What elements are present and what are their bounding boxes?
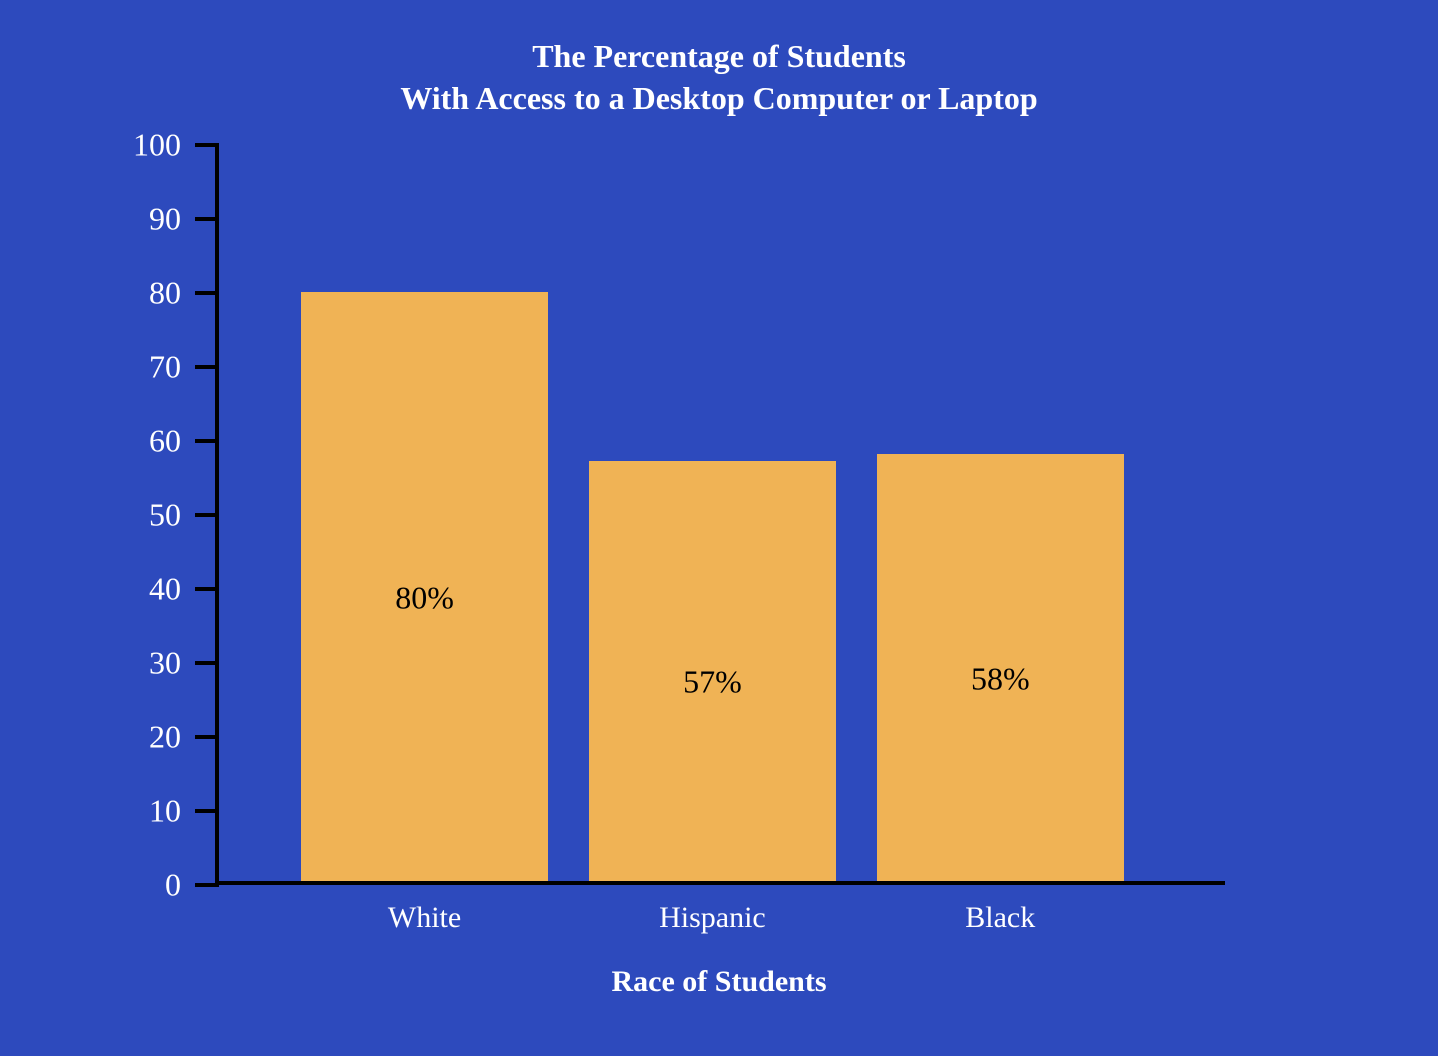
y-axis-label: 10 [149,793,181,830]
y-tick [195,143,219,147]
x-axis-title: Race of Students [0,965,1438,999]
chart-container: The Percentage of Students With Access t… [0,0,1438,1056]
bar-value-label: 58% [877,660,1124,697]
y-axis-label: 20 [149,719,181,756]
y-axis-label: 60 [149,423,181,460]
y-axis-label: 50 [149,497,181,534]
y-axis-label: 0 [165,867,181,904]
y-axis-label: 30 [149,645,181,682]
x-axis-line [215,881,1225,885]
y-tick [195,365,219,369]
x-axis-category-label: Black [965,901,1035,935]
y-tick [195,883,219,887]
y-tick [195,661,219,665]
chart-title: The Percentage of Students With Access t… [0,0,1438,119]
y-tick [195,291,219,295]
chart-title-line1: The Percentage of Students [532,38,906,74]
chart-title-line2: With Access to a Desktop Computer or Lap… [400,80,1037,116]
bar: 58% [877,454,1124,881]
y-tick [195,587,219,591]
y-axis-label: 70 [149,349,181,386]
x-axis-category-label: White [388,901,461,935]
y-tick [195,809,219,813]
x-axis-category-label: Hispanic [659,901,766,935]
bar: 57% [589,461,836,881]
y-axis-label: 40 [149,571,181,608]
plot-area: 010203040506070809010080%White57%Hispani… [215,145,1225,885]
y-axis-label: 90 [149,201,181,238]
y-tick [195,735,219,739]
y-tick [195,217,219,221]
bar-value-label: 80% [301,579,548,616]
y-axis-label: 80 [149,275,181,312]
bar-value-label: 57% [589,664,836,701]
y-axis-label: 100 [133,127,181,164]
y-tick [195,439,219,443]
y-tick [195,513,219,517]
bar: 80% [301,292,548,881]
